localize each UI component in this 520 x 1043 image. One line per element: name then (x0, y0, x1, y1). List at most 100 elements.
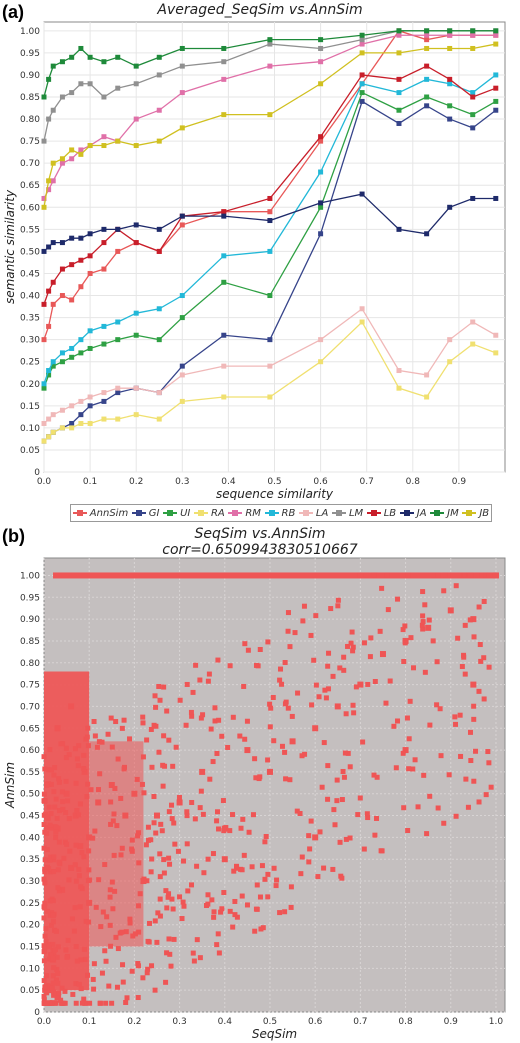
scatter-point (66, 752, 72, 758)
data-point (133, 310, 139, 316)
data-point (50, 359, 56, 365)
data-point (267, 63, 273, 69)
scatter-point (107, 922, 113, 928)
y-tick-label: 0.10 (20, 424, 40, 434)
scatter-point (41, 915, 47, 921)
legend-swatch (298, 510, 313, 516)
scatter-point (51, 772, 57, 778)
scatter-point (468, 758, 474, 764)
data-point (447, 32, 453, 38)
scatter-point (113, 934, 119, 940)
x-tick-label: 0.2 (127, 1017, 141, 1027)
scatter-point (171, 820, 177, 826)
scatter-point (161, 684, 167, 690)
scatter-point (129, 968, 135, 974)
data-point (424, 45, 430, 51)
scatter-point (157, 697, 163, 703)
data-point (424, 32, 430, 38)
scatter-point (152, 918, 158, 924)
scatter-point (277, 910, 283, 916)
scatter-point (205, 678, 211, 684)
scatter-point (420, 589, 426, 595)
scatter-point (86, 867, 92, 873)
legend-swatch (228, 510, 243, 516)
data-point (133, 116, 139, 122)
scatter-point (41, 876, 47, 882)
legend-swatch (366, 510, 381, 516)
data-point (493, 28, 499, 34)
scatter-point (152, 987, 158, 993)
data-point (69, 420, 75, 426)
scatter-point (299, 854, 305, 860)
scatter-point (306, 833, 312, 839)
data-point (69, 403, 75, 409)
scatter-point (238, 825, 244, 831)
data-point (424, 94, 430, 100)
data-point (87, 143, 93, 149)
y-tick-label: 1.00 (20, 27, 40, 37)
x-tick-label: 0.8 (406, 477, 421, 487)
scatter-point (100, 909, 106, 915)
scatter-point (471, 634, 477, 640)
legend-swatch (462, 510, 477, 516)
data-point (493, 332, 499, 338)
scatter-point (259, 863, 265, 869)
scatter-point (159, 828, 165, 834)
scatter-point (78, 884, 84, 890)
scatter-point (184, 681, 190, 687)
scatter-point (347, 764, 353, 770)
x-tick-label: 0.7 (353, 1017, 367, 1027)
data-point (69, 147, 75, 153)
data-point (493, 98, 499, 104)
legend: AnnSim GI UI RA RM RB LA LM LB JA JM JB (70, 504, 492, 522)
data-point (101, 266, 107, 272)
scatter-point (50, 947, 56, 953)
scatter-point (56, 839, 62, 845)
data-point (221, 76, 227, 82)
scatter-point (183, 722, 189, 728)
data-point (156, 337, 162, 343)
scatter-point (50, 980, 56, 986)
scatter-point (420, 619, 426, 625)
scatter-point (334, 798, 340, 804)
data-point (424, 63, 430, 69)
y-tick-label: 0.65 (20, 181, 40, 191)
scatter-point (60, 806, 66, 812)
scatter-point (41, 791, 47, 797)
data-point (396, 50, 402, 56)
scatter-point (48, 811, 54, 817)
scatter-point (160, 783, 166, 789)
scatter-point (330, 673, 336, 679)
scatter-point (321, 740, 327, 746)
scatter-point (85, 725, 91, 731)
legend-swatch (193, 510, 208, 516)
scatter-point (145, 824, 151, 830)
data-point (41, 248, 47, 254)
scatter-point (46, 804, 52, 810)
data-point (115, 385, 121, 391)
scatter-point (206, 671, 212, 677)
data-point (46, 323, 52, 329)
scatter-point (169, 816, 175, 822)
panel-a: (a) Averaged_SeqSim vs.AnnSim 0 0.05 0.10 0… (0, 0, 520, 522)
scatter-point (136, 929, 142, 935)
scatter-point (92, 733, 98, 739)
scatter-point (50, 956, 56, 962)
scatter-point (162, 763, 168, 769)
data-point (221, 394, 227, 400)
scatter-point (52, 765, 58, 771)
scatter-point (328, 606, 334, 612)
scatter-point (46, 767, 52, 773)
legend-label: LB (383, 507, 397, 519)
scatter-point (181, 858, 187, 864)
data-point (46, 116, 52, 122)
scatter-point (115, 756, 121, 762)
scatter-point (234, 914, 240, 920)
scatter-point (257, 894, 263, 900)
scatter-point (136, 830, 142, 836)
scatter-point (219, 733, 225, 739)
scatter-point (77, 904, 83, 910)
scatter-point (103, 1000, 109, 1006)
scatter-point (211, 914, 217, 920)
scatter-point (285, 705, 291, 711)
